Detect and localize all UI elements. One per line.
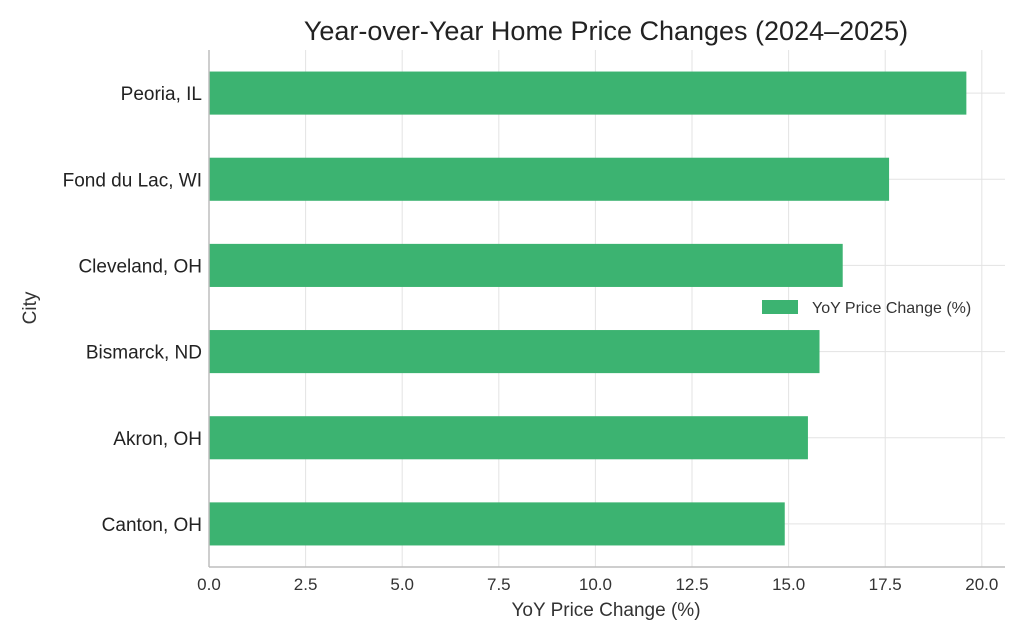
- x-tick-label: 7.5: [487, 575, 511, 594]
- x-tick-label: 15.0: [772, 575, 805, 594]
- x-tick-label: 20.0: [965, 575, 998, 594]
- x-axis-title: YoY Price Change (%): [511, 600, 700, 621]
- x-tick-labels: 0.0 2.5 5.0 7.5 10.0 12.5 15.0 17.5 20.0: [197, 575, 998, 594]
- y-category-label: Peoria, IL: [121, 84, 202, 105]
- bar: [209, 243, 843, 287]
- y-category-label: Bismarck, ND: [86, 343, 202, 364]
- x-tick-label: 12.5: [675, 575, 708, 594]
- bars: [209, 71, 967, 546]
- bar: [209, 330, 820, 374]
- bar: [209, 71, 967, 115]
- bar: [209, 157, 890, 201]
- bar: [209, 416, 808, 460]
- bar: [209, 502, 785, 546]
- legend-swatch: [762, 300, 798, 314]
- legend: YoY Price Change (%): [762, 300, 971, 317]
- x-tick-label: 5.0: [390, 575, 414, 594]
- x-tick-label: 2.5: [294, 575, 318, 594]
- axes: [208, 50, 1005, 568]
- y-category-label: Cleveland, OH: [78, 256, 202, 277]
- x-tick-label: 17.5: [869, 575, 902, 594]
- y-category-label: Fond du Lac, WI: [63, 170, 202, 191]
- y-category-label: Akron, OH: [113, 429, 202, 450]
- y-axis-title: City: [20, 291, 41, 324]
- x-tick-label: 10.0: [579, 575, 612, 594]
- y-category-labels: Peoria, IL Fond du Lac, WI Cleveland, OH Bi…: [63, 84, 202, 536]
- chart-title: Year-over-Year Home Price Changes (2024–…: [304, 16, 908, 46]
- legend-label: YoY Price Change (%): [812, 300, 971, 317]
- x-tick-label: 0.0: [197, 575, 221, 594]
- y-category-label: Canton, OH: [102, 515, 202, 536]
